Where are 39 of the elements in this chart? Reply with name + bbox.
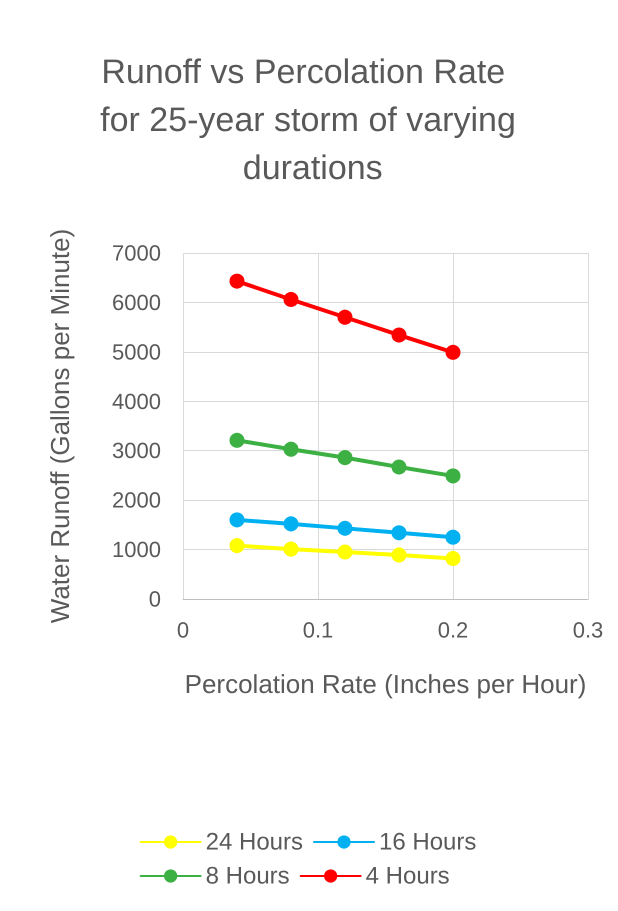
y-tick-label: 7000: [112, 240, 161, 266]
legend-label: 24 Hours: [206, 828, 304, 856]
y-tick-label: 0: [148, 586, 161, 612]
point: [230, 274, 244, 289]
x-tick-label: 0.2: [438, 618, 468, 642]
chart-title: Runoff vs Percolation Rate for 25-year storm of varying durations: [100, 53, 516, 187]
point: [446, 344, 460, 360]
y-tick-label: 1000: [112, 537, 161, 562]
point: [230, 512, 244, 528]
point: [392, 548, 406, 563]
point: [392, 525, 406, 540]
point: [230, 432, 244, 448]
point: [230, 538, 244, 554]
x-tick-label: 0.3: [572, 618, 604, 642]
y-tick-label: 6000: [112, 290, 161, 315]
point: [284, 516, 298, 532]
point: [392, 328, 406, 343]
point: [446, 550, 460, 566]
legend-label: 16 Hours: [379, 828, 476, 856]
point: [446, 530, 460, 545]
y-axis-title: Water Runoff (Gallons per Minute): [45, 228, 75, 624]
y-tick-label: 5000: [112, 339, 161, 364]
point: [284, 442, 298, 457]
point: [392, 460, 406, 475]
point: [338, 544, 352, 560]
point: [338, 450, 352, 466]
point: [284, 542, 298, 557]
x-tick-label: 0.1: [302, 618, 334, 642]
y-tick-label: 4000: [112, 388, 161, 414]
x-tick-label: 0: [176, 618, 190, 642]
legend-label: 8 Hours: [206, 862, 290, 890]
point: [284, 292, 298, 307]
y-tick-label: 2000: [112, 488, 161, 513]
x-axis-title: Percolation Rate (Inches per Hour): [184, 669, 586, 699]
legend-label: 4 Hours: [366, 862, 450, 890]
point: [338, 520, 352, 536]
point: [338, 310, 352, 325]
y-tick-label: 3000: [112, 438, 161, 464]
point: [446, 468, 460, 484]
